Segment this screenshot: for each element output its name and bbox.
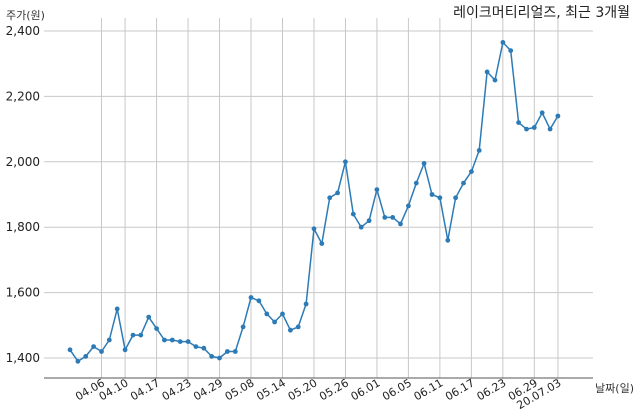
y-tick-label: 1,400: [6, 351, 40, 365]
x-tick-label: 05.26: [317, 376, 351, 403]
data-point: [539, 110, 545, 116]
y-tick-label: 2,000: [6, 155, 40, 169]
data-point: [311, 226, 317, 232]
data-point: [516, 120, 521, 125]
data-point: [185, 339, 191, 344]
x-tick-label: 05.14: [254, 376, 288, 403]
x-tick-label: 05.08: [223, 376, 257, 403]
data-point: [547, 126, 553, 132]
data-point: [256, 298, 262, 304]
data-point: [154, 326, 160, 331]
x-tick-label: 06.01: [349, 376, 383, 403]
data-point: [476, 148, 482, 153]
data-point: [445, 237, 451, 243]
data-point: [374, 187, 380, 193]
data-point: [83, 354, 89, 359]
data-point: [67, 347, 73, 353]
x-tick-label: 05.20: [286, 376, 320, 403]
data-point: [398, 221, 403, 227]
data-point: [201, 345, 207, 351]
x-tick-label: 04.17: [128, 376, 162, 403]
data-point: [327, 195, 333, 201]
data-point: [209, 354, 215, 359]
data-point: [319, 241, 325, 247]
data-point: [335, 190, 340, 196]
data-point: [122, 347, 128, 353]
data-point: [303, 301, 309, 307]
data-point: [484, 69, 490, 75]
data-point: [75, 358, 81, 364]
y-tick-label: 1,600: [6, 286, 40, 300]
data-point: [358, 224, 364, 230]
data-point: [421, 161, 427, 166]
data-point: [169, 337, 175, 343]
data-point: [130, 332, 136, 338]
data-point: [508, 48, 514, 53]
data-point: [232, 349, 238, 354]
data-point: [177, 339, 183, 344]
data-point: [99, 349, 104, 354]
x-axis-label: 날짜(일): [595, 381, 634, 395]
y-tick-label: 2,400: [6, 24, 40, 38]
x-tick-label: 06.05: [380, 376, 414, 403]
x-tick-labels: 04.0604.1004.1704.2304.2905.0805.1405.20…: [73, 376, 563, 412]
data-point: [225, 349, 230, 354]
data-point: [240, 324, 246, 330]
data-point: [343, 159, 348, 165]
x-tick-label: 04.23: [160, 376, 194, 403]
data-point: [366, 218, 372, 224]
x-tick-label: 06.11: [412, 376, 446, 403]
x-tick-label: 06.17: [443, 376, 477, 403]
data-point: [217, 355, 222, 361]
data-point: [524, 126, 529, 132]
x-tick-label: 06.23: [475, 376, 509, 403]
data-point: [295, 324, 301, 330]
data-point: [469, 169, 474, 175]
data-point: [193, 344, 199, 349]
data-point: [500, 40, 506, 45]
chart-title: 레이크머티리얼즈, 최근 3개월: [453, 5, 630, 21]
data-point: [114, 306, 120, 312]
data-point: [288, 327, 293, 333]
data-point: [461, 180, 466, 186]
data-point: [453, 195, 458, 201]
data-point: [264, 311, 270, 317]
y-tick-label: 2,200: [6, 89, 40, 103]
data-point: [555, 113, 561, 119]
data-point: [413, 180, 419, 186]
data-point: [272, 319, 277, 325]
data-point: [437, 195, 443, 201]
data-point: [390, 215, 396, 220]
data-point: [248, 295, 254, 300]
data-point: [91, 344, 96, 349]
data-point: [146, 314, 152, 320]
x-tick-label: 04.29: [191, 376, 225, 403]
data-point: [280, 311, 285, 317]
data-point: [350, 211, 356, 217]
grid-lines: [44, 18, 593, 378]
data-point: [162, 337, 167, 343]
data-point: [429, 192, 435, 197]
data-point: [382, 215, 388, 220]
data-point: [492, 77, 498, 83]
data-point: [531, 125, 537, 130]
y-axis-label: 주가(원): [6, 9, 45, 22]
price-series: [67, 40, 561, 364]
y-tick-label: 1,800: [6, 220, 40, 234]
data-point: [138, 332, 144, 338]
data-point: [106, 337, 112, 343]
y-tick-labels: 1,400 1,600 1,800 2,000 2,200 2,400: [6, 24, 40, 365]
data-point: [406, 203, 411, 209]
